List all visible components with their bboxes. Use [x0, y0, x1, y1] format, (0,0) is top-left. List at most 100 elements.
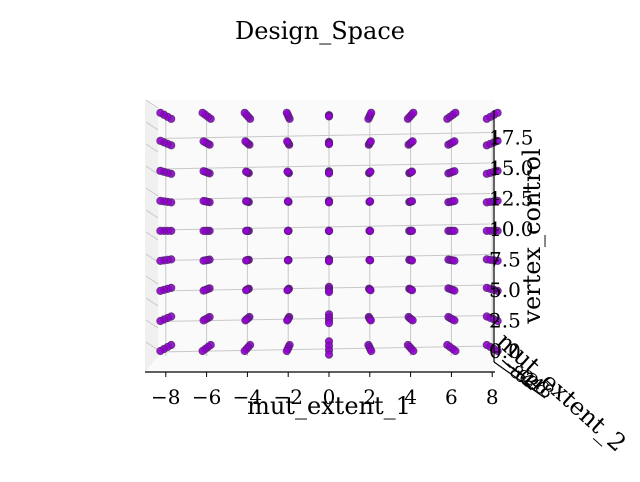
point-0-3-3	[156, 256, 165, 265]
point-4-5-3	[324, 198, 334, 207]
z-tick-label-3: 7.5	[489, 248, 521, 272]
z-tick-labels: 0.0 2.5 5.0 7.5 10.0 12.5 15.0 17.5	[489, 126, 534, 364]
point-2-5-3	[242, 197, 251, 206]
point-5-5-3	[366, 197, 375, 206]
grid-side-3	[145, 165, 159, 175]
point-6-4-3	[407, 226, 417, 235]
z-axis-label: vertex_control	[518, 148, 546, 324]
x-tick-label-5: 2	[363, 385, 376, 409]
grid-side-8	[145, 275, 159, 285]
grid-side-9	[145, 297, 159, 307]
point-8-8-3	[493, 108, 502, 117]
point-0-7-3	[156, 136, 165, 145]
axis-lines	[145, 110, 546, 399]
point-1-3-3	[199, 256, 208, 265]
point-0-8-3	[156, 108, 165, 117]
point-6-7-3	[408, 137, 417, 146]
point-3-8-3	[282, 108, 291, 117]
x-tick-label-6: 4	[404, 385, 417, 409]
point-3-4-3	[283, 226, 292, 235]
point-2-3-3	[242, 256, 251, 265]
point-4-4-3	[324, 226, 334, 235]
point-6-5-3	[407, 197, 417, 206]
x-tick-label-2: −4	[233, 385, 262, 409]
point-6-3-3	[407, 256, 417, 265]
point-5-4-3	[366, 226, 375, 235]
point-7-7-3	[450, 137, 459, 146]
point-7-0-3	[451, 346, 460, 356]
z-tick-label-7: 17.5	[489, 126, 534, 150]
chart-title: Design_Space	[235, 17, 405, 45]
point-5-8-3	[367, 108, 376, 117]
point-4-2-3	[324, 287, 334, 297]
point-2-2-3	[242, 286, 251, 295]
y-axis-line	[493, 361, 546, 399]
point-5-3-3	[366, 256, 375, 265]
grid-side-2	[145, 143, 159, 153]
point-5-0-3	[367, 346, 376, 356]
point-7-4-3	[450, 226, 459, 235]
point-6-2-3	[407, 286, 417, 295]
grid-z-5	[157, 193, 491, 200]
point-2-4-3	[242, 226, 251, 235]
point-0-0-3	[156, 346, 165, 356]
point-6-0-3	[409, 346, 418, 356]
point-7-5-3	[450, 196, 459, 206]
point-1-5-3	[199, 196, 208, 206]
point-1-4-3	[199, 226, 208, 235]
point-3-6-3	[283, 167, 292, 176]
grid-side-6	[145, 231, 159, 241]
point-3-0-3	[282, 346, 291, 356]
grid-side-1	[145, 121, 159, 131]
point-2-7-3	[241, 137, 250, 146]
point-5-2-3	[366, 286, 375, 295]
point-7-8-3	[451, 108, 460, 117]
grid-side-10	[145, 319, 159, 329]
point-6-8-3	[409, 108, 418, 117]
point-6-6-3	[407, 167, 417, 176]
data-points	[156, 108, 502, 359]
x-tick-label-8: 8	[486, 385, 499, 409]
back-pane	[145, 100, 495, 372]
point-4-1-3	[324, 319, 334, 328]
z-tick-label-0: 0.0	[489, 339, 521, 363]
grid-side-7	[145, 253, 159, 263]
x-tick-label-4: 0	[323, 385, 336, 409]
z-tick-label-1: 2.5	[489, 309, 521, 333]
point-1-6-3	[199, 167, 208, 176]
point-3-1-3	[283, 316, 292, 325]
grid-side-4	[145, 187, 159, 197]
grid-z-1	[157, 315, 491, 322]
grid-z-2	[157, 284, 491, 292]
grid-z-6	[157, 162, 491, 170]
point-5-7-3	[366, 137, 375, 146]
point-0-4-3	[156, 226, 165, 235]
point-4-6-3	[324, 169, 334, 178]
point-1-0-3	[198, 346, 207, 356]
x-tick-label-7: 6	[445, 385, 458, 409]
point-0-6-3	[156, 166, 165, 175]
z-tick-label-4: 10.0	[489, 217, 534, 241]
grid-side-5	[145, 209, 159, 219]
point-0-1-3	[156, 316, 165, 326]
z-tick-label-5: 12.5	[489, 187, 534, 211]
grid-z-0	[157, 345, 491, 353]
point-4-8-3	[324, 112, 334, 121]
point-4-3-3	[324, 257, 334, 266]
point-3-7-3	[283, 137, 292, 146]
axis-panes	[145, 100, 495, 372]
x-tick-label-1: −6	[192, 385, 221, 409]
z-tick-label-2: 5.0	[489, 278, 521, 302]
grid-side-0	[145, 99, 159, 109]
z-tick-label-6: 15.0	[489, 156, 534, 180]
x-axis-label: mut_extent_1	[247, 392, 411, 420]
grid-z-7	[157, 132, 491, 139]
point-7-2-3	[450, 286, 459, 295]
point-1-7-3	[199, 137, 208, 146]
point-6-1-3	[408, 316, 417, 325]
point-2-6-3	[242, 167, 251, 176]
point-7-6-3	[450, 167, 459, 176]
grid-side-11	[145, 341, 159, 351]
point-2-0-3	[240, 346, 249, 356]
point-2-8-3	[240, 108, 249, 117]
